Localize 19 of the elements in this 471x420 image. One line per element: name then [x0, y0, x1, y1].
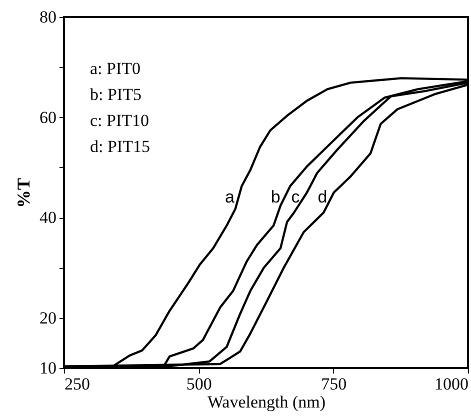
annotation: b: PIT5	[90, 85, 142, 104]
y-tick-label: 80	[40, 8, 56, 26]
annotation: c	[291, 188, 300, 207]
y-tick-label: 10	[40, 358, 56, 378]
annotation: b	[270, 188, 280, 207]
y-tick-label: 60	[40, 108, 56, 127]
y-axis-title: %T	[14, 178, 34, 208]
annotation: c: PIT10	[90, 111, 150, 130]
y-tick-label: 20	[40, 308, 56, 328]
y-tick-label: 40	[40, 208, 56, 228]
annotation: a	[225, 188, 236, 207]
annotation: d	[318, 188, 328, 207]
x-tick-label: 750	[321, 374, 347, 394]
annotation: a: PIT0	[90, 59, 141, 78]
x-tick-label: 1000	[434, 374, 468, 394]
x-axis-title: Wavelength (nm)	[207, 392, 326, 412]
x-tick-label: 250	[64, 374, 90, 394]
x-tick-label: 500	[186, 374, 212, 394]
annotation: d: PIT15	[90, 137, 150, 156]
